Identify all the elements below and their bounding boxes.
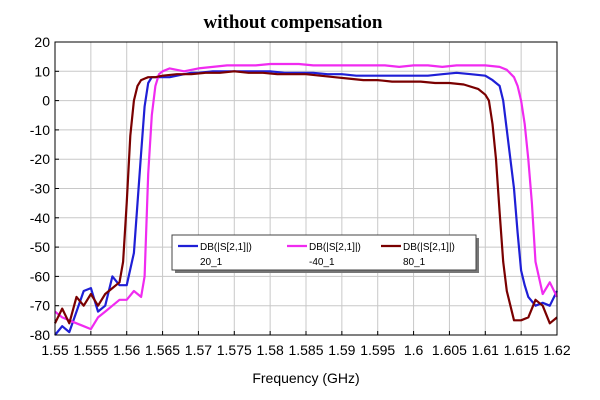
x-tick-label: 1.58 — [257, 342, 284, 358]
y-tick-label: 20 — [34, 34, 50, 50]
x-tick-label: 1.6 — [404, 342, 424, 358]
y-tick-labels: 20 10 0 -10 -20 -30 -40 -50 -60 -70 -80 — [30, 34, 50, 343]
x-tick-label: 1.55 — [41, 342, 68, 358]
x-axis-label: Frequency (GHz) — [252, 370, 359, 386]
legend-series-name: DB(|S[2,1]|) — [200, 242, 252, 253]
x-tick-label: 1.595 — [360, 342, 395, 358]
series-line-80_1 — [54, 70, 558, 325]
y-tick-label: -10 — [30, 122, 50, 138]
chart-title: without compensation — [204, 12, 383, 33]
series-layer — [54, 62, 558, 336]
x-tick-label: 1.575 — [217, 342, 252, 358]
y-tick-label: 0 — [42, 93, 50, 109]
x-tick-label: 1.555 — [73, 342, 108, 358]
x-tick-label: 1.565 — [145, 342, 180, 358]
legend-box — [171, 234, 477, 271]
legend-series-label: 80_1 — [403, 257, 426, 268]
x-tick-label: 1.615 — [504, 342, 539, 358]
series-line--40_1 — [54, 62, 558, 331]
y-tick-label: -40 — [30, 210, 50, 226]
legend-series-label: -40_1 — [309, 257, 335, 268]
y-tick-label: -30 — [30, 181, 50, 197]
grid — [54, 41, 558, 336]
plot-frame — [54, 41, 558, 336]
legend-series-name: DB(|S[2,1]|) — [403, 242, 455, 253]
y-tick-label: -80 — [30, 327, 50, 343]
x-tick-label: 1.61 — [472, 342, 499, 358]
x-tick-label: 1.605 — [432, 342, 467, 358]
y-tick-label: -20 — [30, 151, 50, 167]
x-tick-label: 1.585 — [288, 342, 323, 358]
y-tick-label: -70 — [30, 298, 50, 314]
y-tick-label: -50 — [30, 239, 50, 255]
x-tick-label: 1.62 — [543, 342, 570, 358]
x-tick-label: 1.56 — [113, 342, 140, 358]
legend-series-name: DB(|S[2,1]|) — [309, 242, 361, 253]
y-tick-label: -60 — [30, 268, 50, 284]
legend: DB(|S[2,1]|) 20_1 DB(|S[2,1]|) -40_1 DB(|S[2… — [171, 234, 479, 273]
x-tick-label: 1.57 — [185, 342, 212, 358]
x-tick-labels: 1.55 1.555 1.56 1.565 1.57 1.575 1.58 1.585 1.59… — [41, 342, 570, 358]
x-tick-label: 1.59 — [328, 342, 355, 358]
series-line-20_1 — [54, 70, 558, 336]
y-tick-label: 10 — [34, 63, 50, 79]
legend-series-label: 20_1 — [200, 257, 223, 268]
